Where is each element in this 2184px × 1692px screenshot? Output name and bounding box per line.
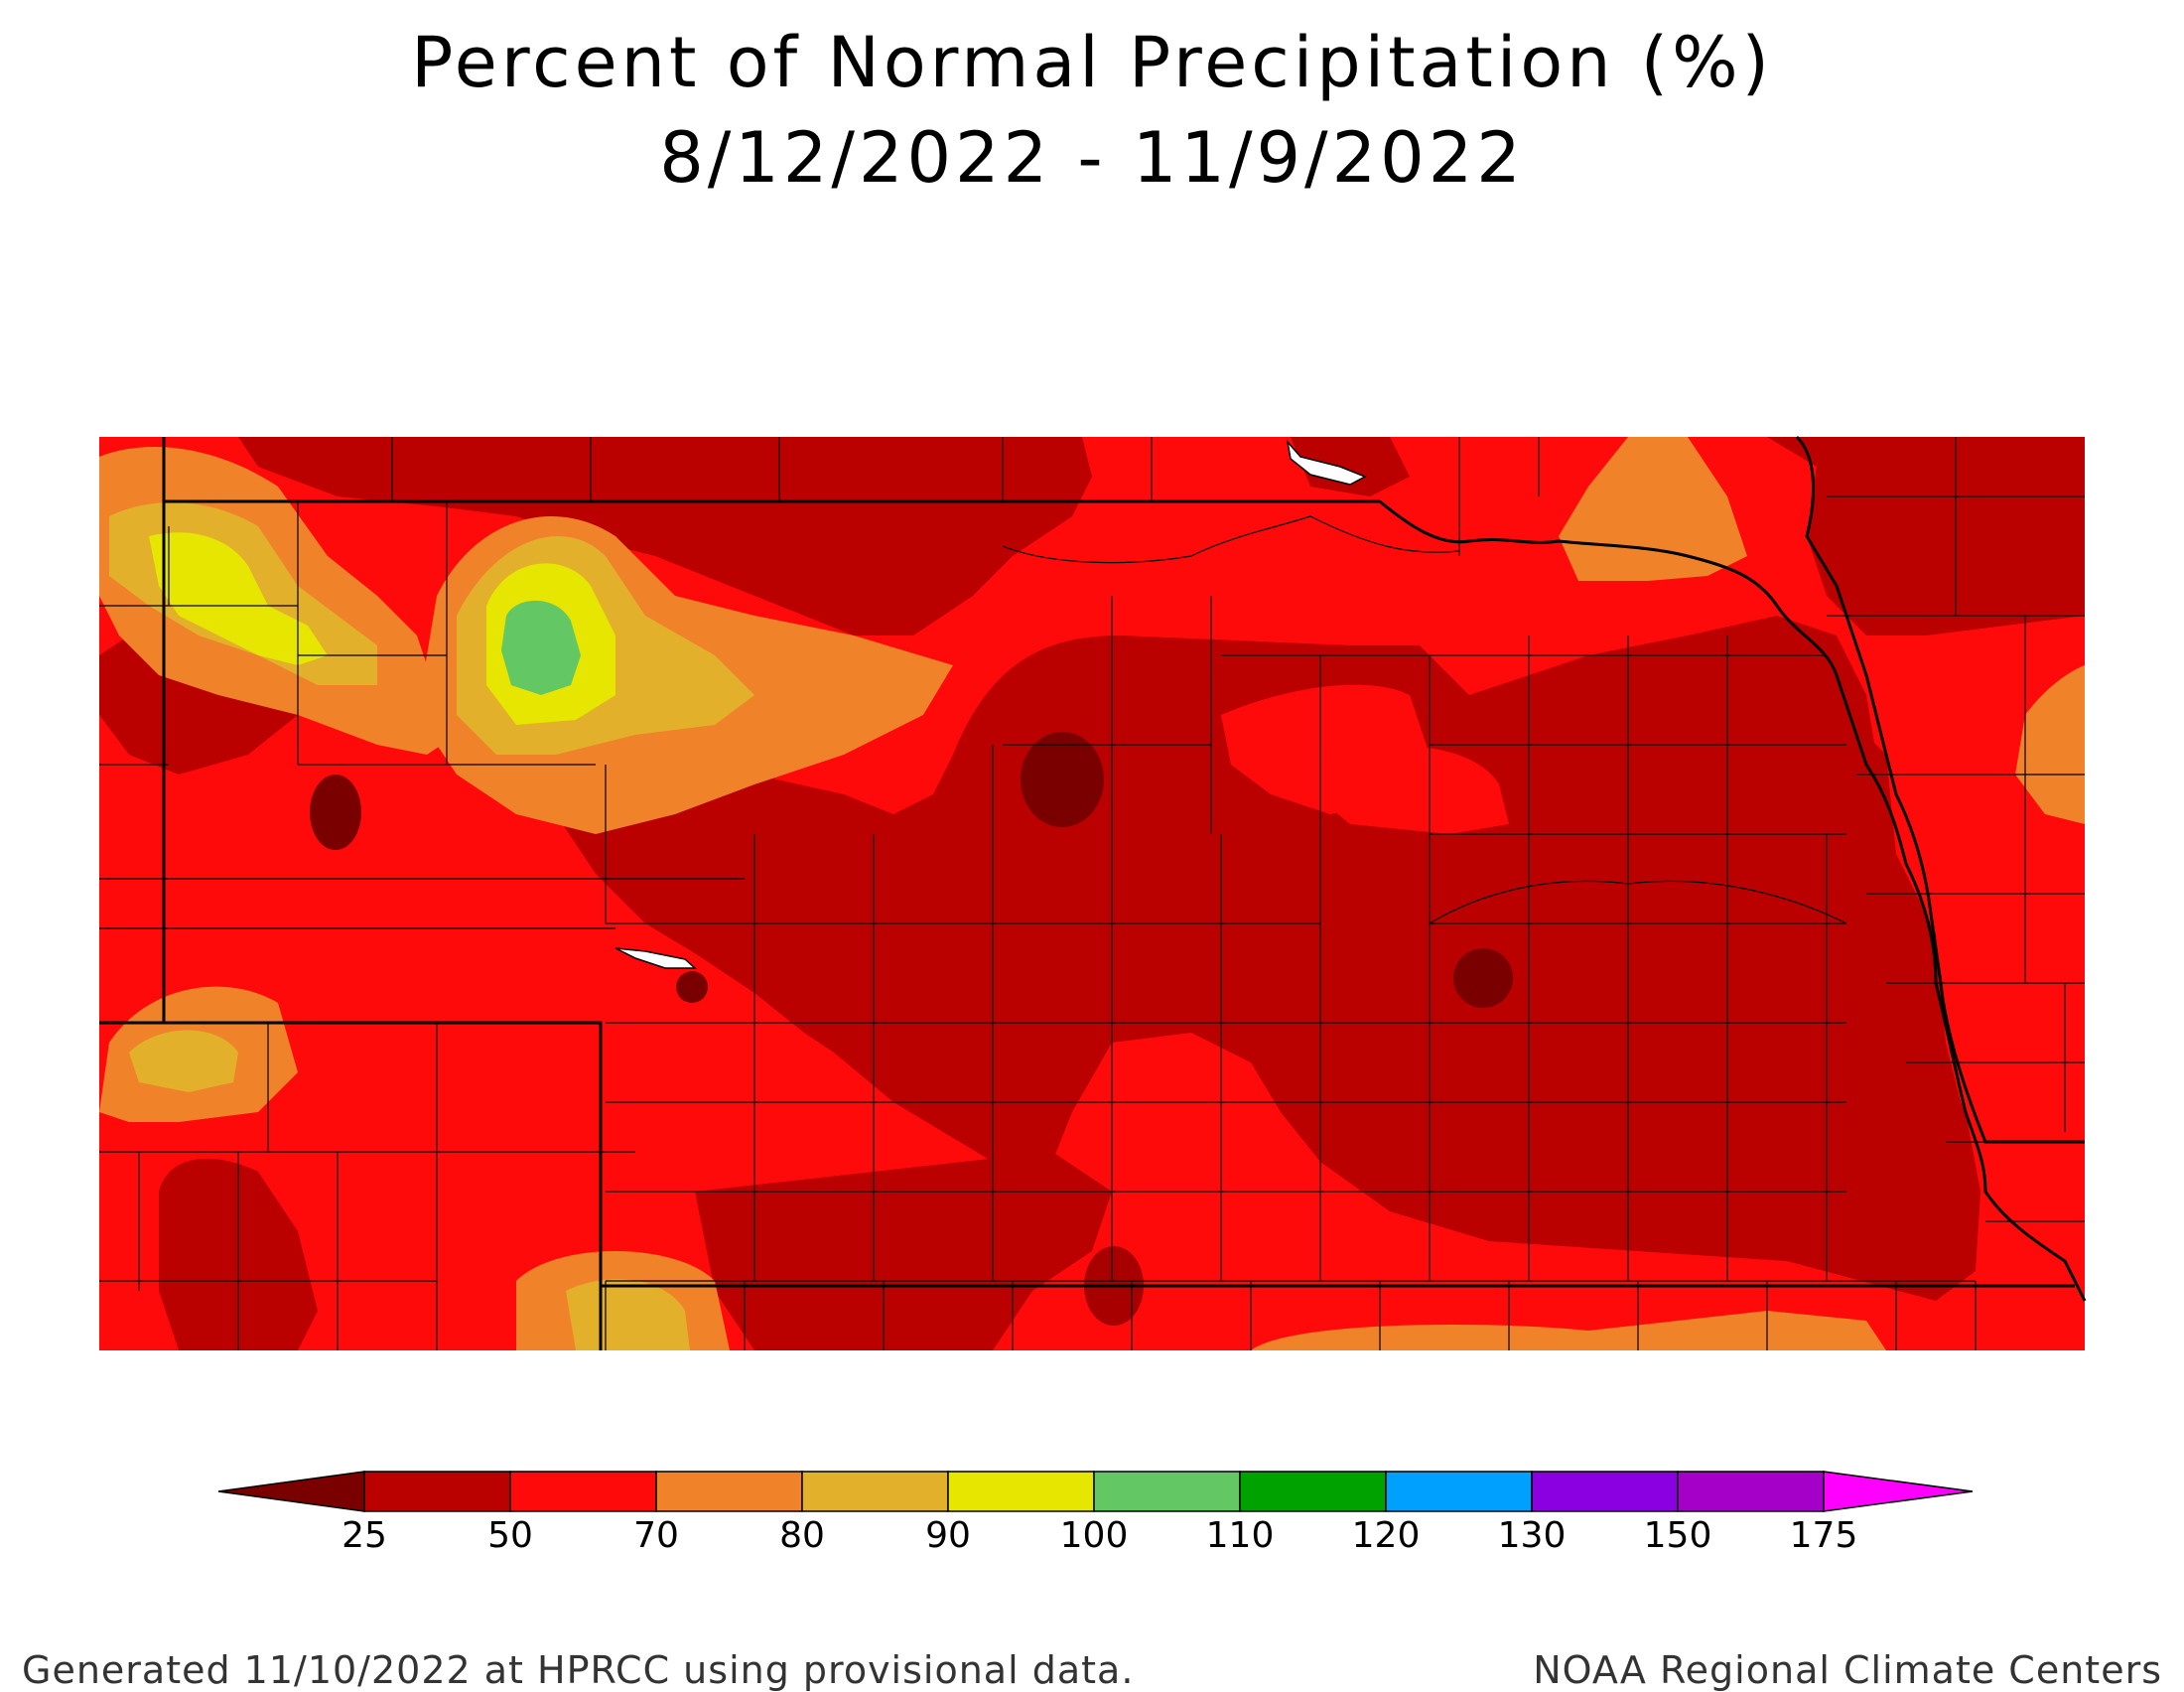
credit-note: NOAA Regional Climate Centers [1533,1648,2162,1692]
legend-tick-label: 80 [779,1515,825,1556]
band-25-50 [1767,437,2085,635]
legend-swatch-c150_175 [1677,1471,1825,1512]
band-lt25 [676,971,708,1003]
band-lt25 [1453,948,1513,1008]
color-legend [217,1471,1974,1512]
band-25-50 [238,437,1092,635]
band-80-90 [129,1030,238,1092]
county-lines [99,437,2085,1350]
legend-tick-label: 150 [1643,1515,1712,1556]
generated-note: Generated 11/10/2022 at HPRCC using prov… [22,1648,1135,1692]
legend-swatch-c110_120 [1239,1471,1387,1512]
legend-tick-label: 175 [1789,1515,1858,1556]
map-title: Percent of Normal Precipitation (%) [411,22,1773,103]
band-lt25 [1021,732,1104,827]
state-borders [99,435,2087,1350]
legend-arrow-above-175 [1823,1471,1974,1512]
legend-tick-label: 120 [1351,1515,1421,1556]
band-25-50 [1291,437,1410,496]
legend-swatch-c25_50 [363,1471,511,1512]
legend-swatch-c80_90 [801,1471,949,1512]
band-90-100 [149,532,328,665]
legend-swatch-c50_70 [509,1471,657,1512]
legend-swatch-c120_130 [1385,1471,1533,1512]
band-100-110 [501,600,581,695]
contour-field [99,437,2085,1350]
legend-tick-label: 50 [487,1515,533,1556]
legend-tick-label: 100 [1059,1515,1129,1556]
legend-swatch-c90_100 [947,1471,1095,1512]
reservoir-lake [614,947,697,969]
legend-tick-label: 70 [633,1515,679,1556]
reservoir-lake [1286,439,1367,486]
band-25-50 [1827,695,1966,1192]
map-date-range: 8/12/2022 - 11/9/2022 [659,117,1525,199]
legend-swatch-c70_80 [655,1471,803,1512]
legend-tick-label: 130 [1497,1515,1567,1556]
legend-tick-label: 110 [1205,1515,1275,1556]
legend-tick-label: 90 [925,1515,971,1556]
legend-swatch-c130_150 [1531,1471,1679,1512]
band-25-50 [695,1152,1112,1350]
band-80-90 [566,1279,690,1350]
band-70-80 [2015,665,2085,824]
legend-arrow-below-25 [217,1471,365,1512]
band-lt25 [310,775,361,850]
band-70-80 [1251,1311,1886,1350]
legend-tick-label: 25 [341,1515,387,1556]
band-50-70-inset [1291,746,1509,834]
legend-swatch-c100_110 [1093,1471,1241,1512]
